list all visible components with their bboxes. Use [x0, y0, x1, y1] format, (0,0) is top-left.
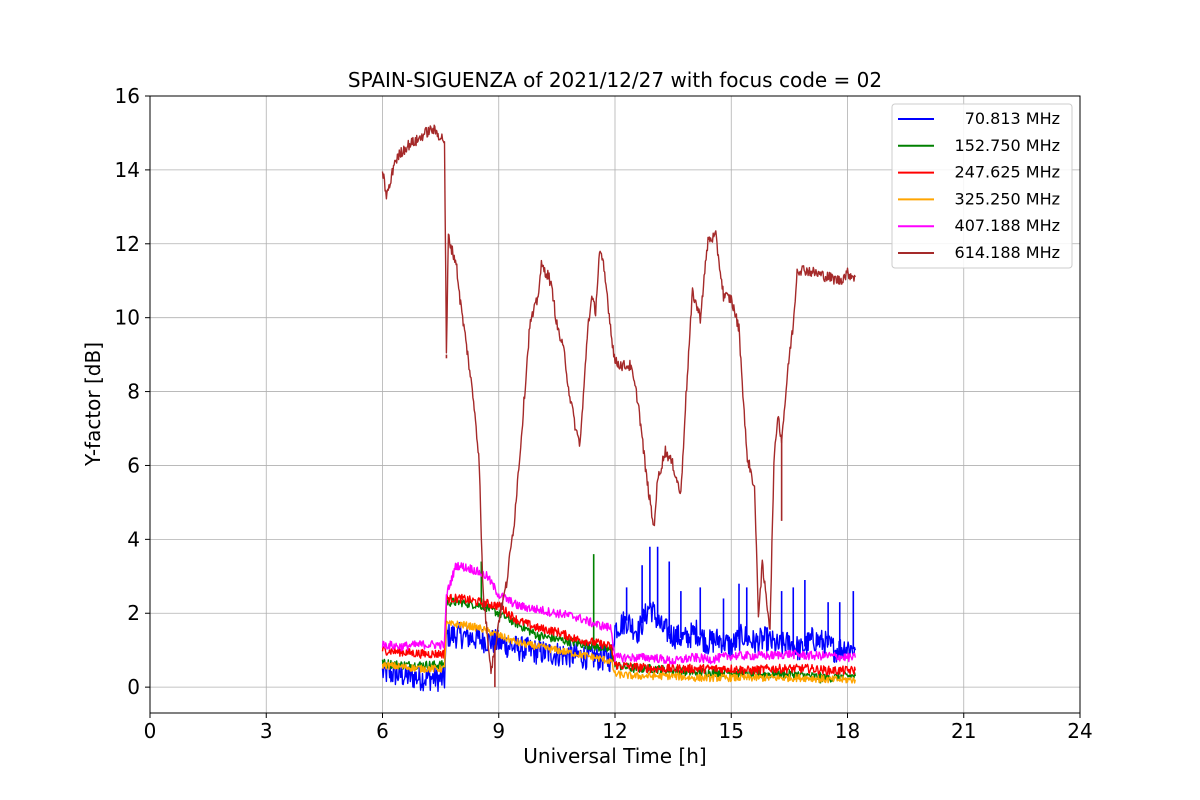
y-tick-label: 8 — [127, 380, 140, 404]
series-line — [381, 124, 856, 675]
y-tick-label: 10 — [115, 306, 140, 330]
legend-label: 325.250 MHz — [955, 189, 1060, 208]
series-line — [381, 620, 856, 684]
x-tick-label: 3 — [260, 719, 273, 743]
x-tick-label: 0 — [144, 719, 157, 743]
chart-title: SPAIN-SIGUENZA of 2021/12/27 with focus … — [348, 68, 882, 92]
legend-box — [891, 103, 1073, 269]
legend-label: 152.750 MHz — [955, 136, 1060, 155]
legend-label: 70.813 MHz — [965, 109, 1060, 128]
x-tick-label: 18 — [835, 719, 860, 743]
x-tick-label: 6 — [376, 719, 389, 743]
legend-label: 614.188 MHz — [955, 243, 1060, 262]
y-tick-label: 14 — [115, 158, 140, 182]
y-tick-label: 12 — [115, 232, 140, 256]
y-axis-label: Y-factor [dB] — [81, 342, 105, 467]
y-tick-label: 16 — [115, 84, 140, 108]
y-tick-label: 4 — [127, 527, 140, 551]
legend-label: 407.188 MHz — [955, 216, 1060, 235]
y-tick-label: 6 — [127, 453, 140, 477]
y-tick-label: 0 — [127, 675, 140, 699]
x-axis-label: Universal Time [h] — [523, 744, 706, 768]
x-tick-label: 24 — [1067, 719, 1092, 743]
y-tick-label: 2 — [127, 601, 140, 625]
series-line — [381, 593, 856, 676]
series-line — [381, 561, 856, 665]
x-tick-label: 21 — [951, 719, 976, 743]
x-tick-label: 9 — [492, 719, 505, 743]
legend-label: 247.625 MHz — [955, 163, 1060, 182]
x-tick-label: 15 — [719, 719, 744, 743]
series-line — [381, 601, 856, 692]
x-tick-label: 12 — [602, 719, 627, 743]
legend: 70.813 MHz 152.750 MHz 247.625 MHz 325.250 … — [891, 103, 1073, 269]
